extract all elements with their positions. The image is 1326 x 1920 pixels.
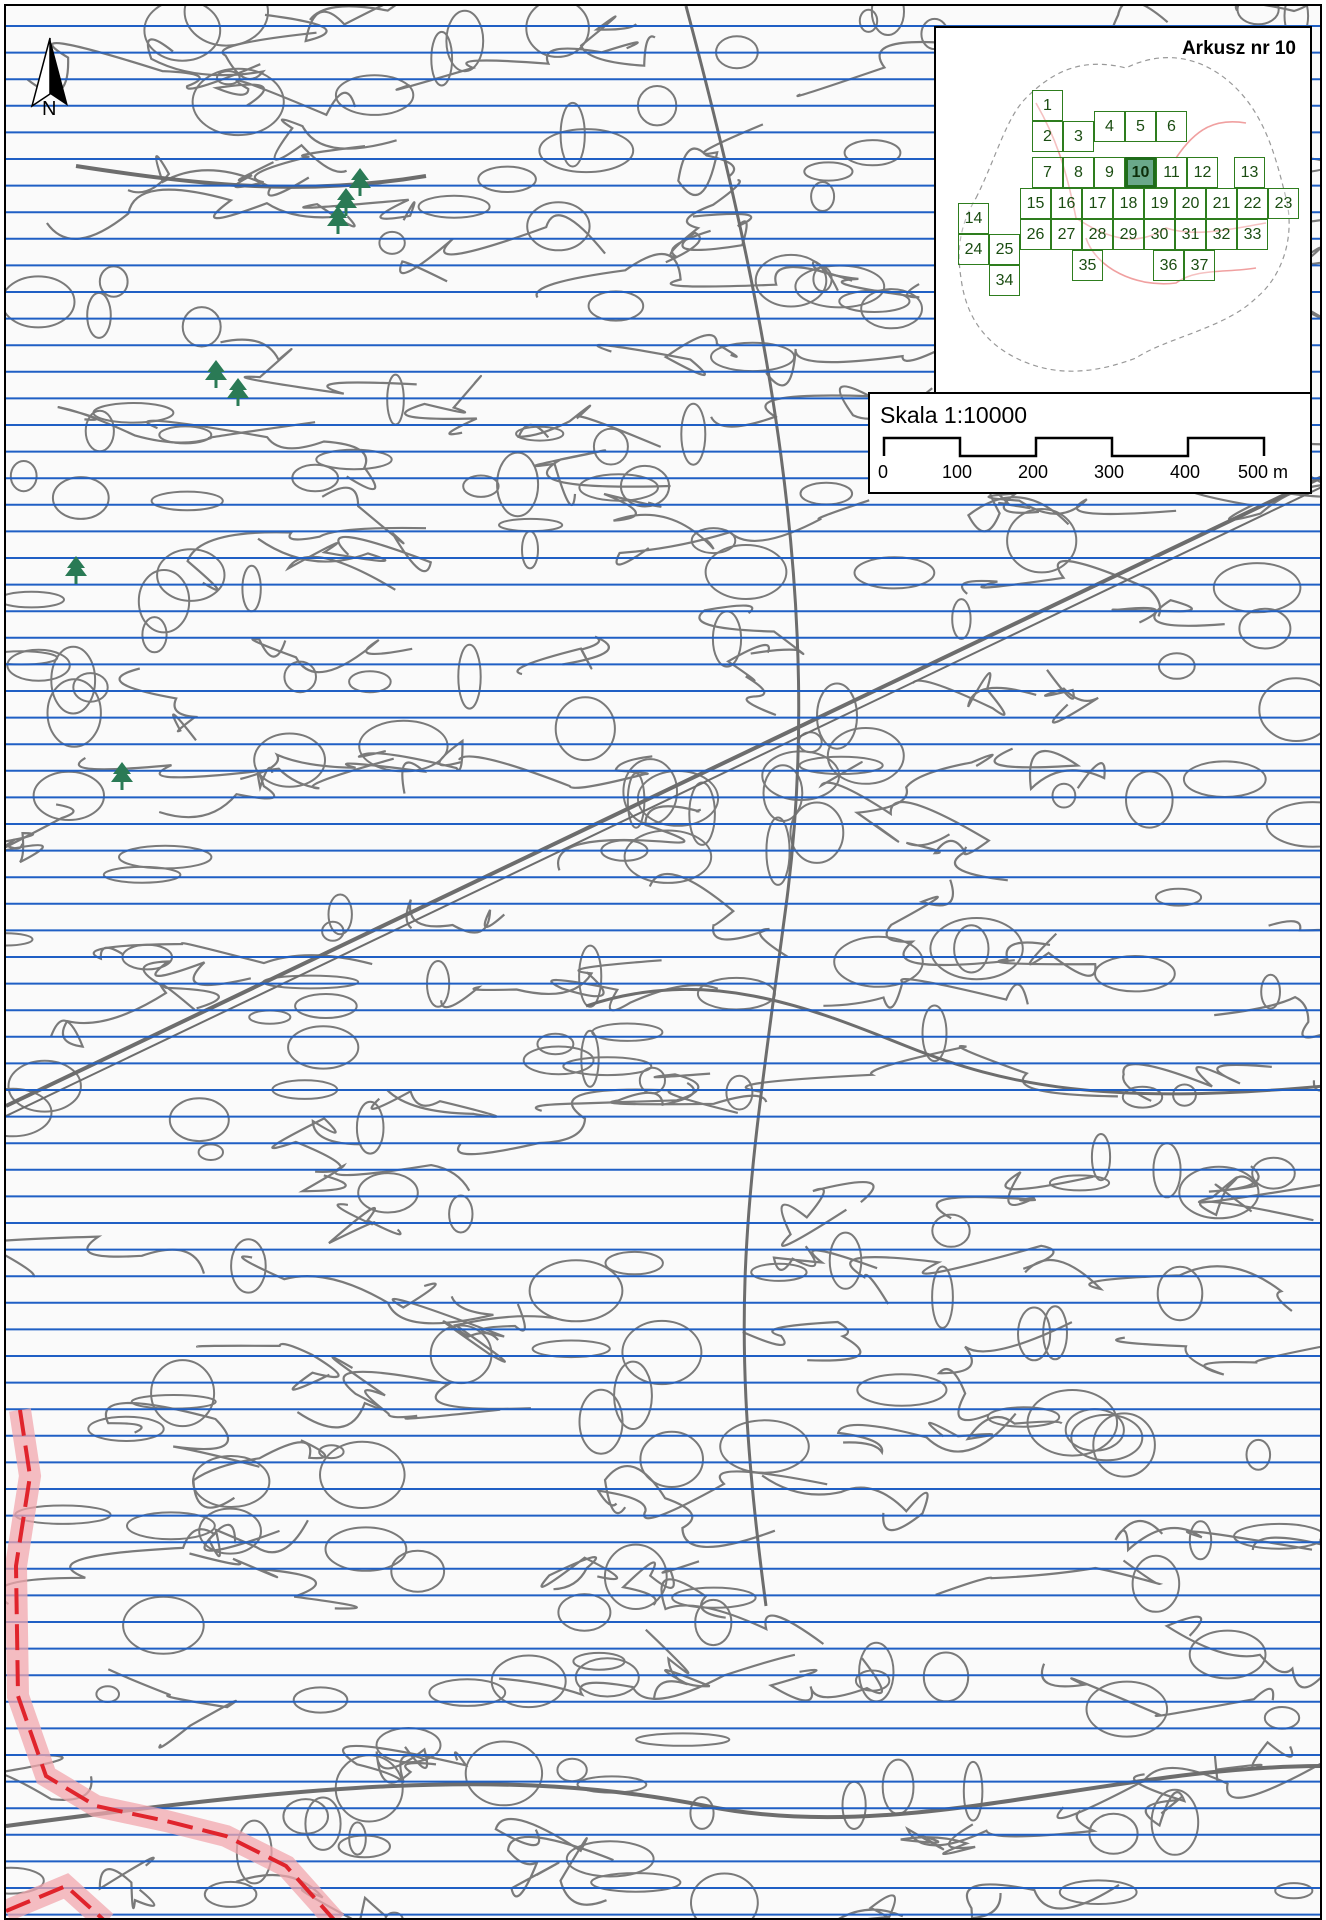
scale-tick-label: 400 <box>1170 462 1201 482</box>
sheet-1[interactable]: 1 <box>1032 90 1063 121</box>
sheet-13[interactable]: 13 <box>1234 157 1265 188</box>
map-frame[interactable]: N Arkusz nr 10 1 2 3 4 5 6 7 8 9 10 11 12 13 14 15 16 17… <box>4 4 1322 1920</box>
tree-icon <box>227 378 249 406</box>
tree-icon <box>335 188 357 216</box>
scale-tick-label: 200 <box>1018 462 1049 482</box>
tree-icon <box>327 206 349 234</box>
sheet-29[interactable]: 29 <box>1113 219 1144 250</box>
sheet-30[interactable]: 30 <box>1144 219 1175 250</box>
sheet-6[interactable]: 6 <box>1156 111 1187 142</box>
sheet-22[interactable]: 22 <box>1237 188 1268 219</box>
tree-icon <box>205 360 227 388</box>
sheet-4[interactable]: 4 <box>1094 111 1125 142</box>
sheet-9[interactable]: 9 <box>1094 157 1125 188</box>
sheet-title: Arkusz nr 10 <box>1181 38 1296 59</box>
sheet-36[interactable]: 36 <box>1153 250 1184 281</box>
scale-bar <box>882 436 1266 458</box>
sheet-8[interactable]: 8 <box>1063 157 1094 188</box>
scale-bar-panel: Skala 1:10000 0 100 200 300 400 500 m <box>868 392 1312 494</box>
sheet-32[interactable]: 32 <box>1206 219 1237 250</box>
north-label: N <box>42 98 57 120</box>
sheet-16[interactable]: 16 <box>1051 188 1082 219</box>
index-map-panel: Arkusz nr 10 1 2 3 4 5 6 7 8 9 10 11 12 13 14 15 16 17 18… <box>934 26 1312 394</box>
sheet-26[interactable]: 26 <box>1020 219 1051 250</box>
scale-label: Skala 1:10000 <box>880 402 1028 428</box>
sheet-34[interactable]: 34 <box>989 265 1020 296</box>
sheet-7[interactable]: 7 <box>1032 157 1063 188</box>
sheet-20[interactable]: 20 <box>1175 188 1206 219</box>
sheet-23[interactable]: 23 <box>1268 188 1299 219</box>
sheet-17[interactable]: 17 <box>1082 188 1113 219</box>
tree-icon <box>349 168 371 196</box>
tree-icon <box>111 762 133 790</box>
sheet-33[interactable]: 33 <box>1237 219 1268 250</box>
sheet-5[interactable]: 5 <box>1125 111 1156 142</box>
scale-tick-label: 100 <box>942 462 973 482</box>
sheet-19[interactable]: 19 <box>1144 188 1175 219</box>
sheet-28[interactable]: 28 <box>1082 219 1113 250</box>
tree-icon <box>65 556 87 584</box>
sheet-21[interactable]: 21 <box>1206 188 1237 219</box>
protected-area-boundary <box>6 1408 345 1918</box>
sheet-2[interactable]: 2 <box>1032 121 1063 152</box>
sheet-3[interactable]: 3 <box>1063 121 1094 152</box>
sheet-12[interactable]: 12 <box>1187 157 1218 188</box>
sheet-11[interactable]: 11 <box>1156 157 1187 188</box>
sheet-25[interactable]: 25 <box>989 234 1020 265</box>
north-arrow-icon <box>30 37 68 108</box>
sheet-37[interactable]: 37 <box>1184 250 1215 281</box>
sheet-35[interactable]: 35 <box>1072 250 1103 281</box>
sheet-10[interactable]: 10 <box>1125 157 1156 188</box>
topographic-map[interactable] <box>6 6 1322 1920</box>
sheet-14[interactable]: 14 <box>958 203 989 234</box>
sheet-27[interactable]: 27 <box>1051 219 1082 250</box>
trees-layer <box>65 168 371 790</box>
scale-tick-label: 300 <box>1094 462 1125 482</box>
scale-tick-label: 500 m <box>1238 462 1289 482</box>
scale-tick-label: 0 <box>878 462 889 482</box>
sheet-18[interactable]: 18 <box>1113 188 1144 219</box>
sheet-31[interactable]: 31 <box>1175 219 1206 250</box>
sheet-15[interactable]: 15 <box>1020 188 1051 219</box>
sheet-24[interactable]: 24 <box>958 234 989 265</box>
index-map-outline <box>958 57 1290 372</box>
